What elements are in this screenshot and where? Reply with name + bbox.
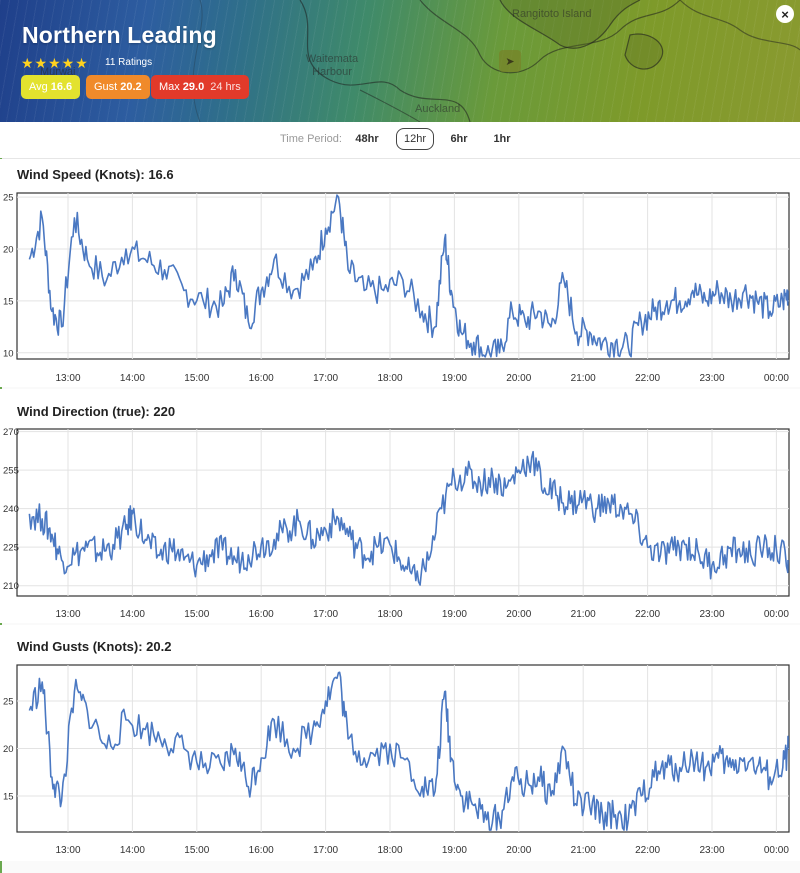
locate-icon[interactable]: ➤ [499, 50, 521, 72]
map-label-auckland: Auckland [415, 103, 461, 115]
time-period-label: Time Period: [280, 133, 342, 145]
max-label: Max [159, 81, 180, 93]
period-6hr[interactable]: 6hr [450, 133, 468, 145]
avg-label: Avg [29, 81, 48, 93]
gust-badge: Gust 20.2 [86, 75, 150, 99]
gust-value: 20.2 [120, 81, 142, 93]
wind-gusts-section: Wind Gusts (Knots): 20.2 [0, 625, 800, 861]
max-value: 29.0 [182, 81, 205, 93]
avg-badge: Avg 16.6 [21, 75, 81, 99]
gust-label: Gust [94, 81, 118, 93]
max-badge: Max 29.0 24 hrs [151, 75, 249, 99]
spot-title: Northern Leading [22, 22, 217, 48]
wind-speed-section: Wind Speed (Knots): 16.6 [0, 159, 800, 387]
rating-stars: ★★★★★ [21, 55, 89, 71]
map-label-harbour: Waitemata Harbour [305, 53, 359, 78]
time-period-bar: Time Period: 48hr 12hr 6hr 1hr [0, 122, 800, 159]
wind-direction-section: Wind Direction (true): 220 [0, 389, 800, 623]
map-label-rangitoto: Rangitoto Island [512, 8, 592, 20]
max-period: 24 hrs [210, 81, 241, 93]
wind-gusts-title: Wind Gusts (Knots): 20.2 [17, 639, 172, 654]
spot-header: Rangitoto Island Waitemata Harbour Auckl… [0, 0, 800, 122]
wind-direction-title: Wind Direction (true): 220 [17, 404, 176, 419]
period-12hr[interactable]: 12hr [396, 128, 434, 150]
map-coastline [192, 0, 800, 122]
avg-value: 16.6 [50, 81, 73, 93]
period-1hr[interactable]: 1hr [493, 133, 511, 145]
close-icon[interactable]: × [776, 5, 794, 23]
period-48hr[interactable]: 48hr [355, 133, 379, 145]
ratings-count[interactable]: 11 Ratings [105, 57, 153, 68]
wind-speed-title: Wind Speed (Knots): 16.6 [17, 167, 174, 182]
